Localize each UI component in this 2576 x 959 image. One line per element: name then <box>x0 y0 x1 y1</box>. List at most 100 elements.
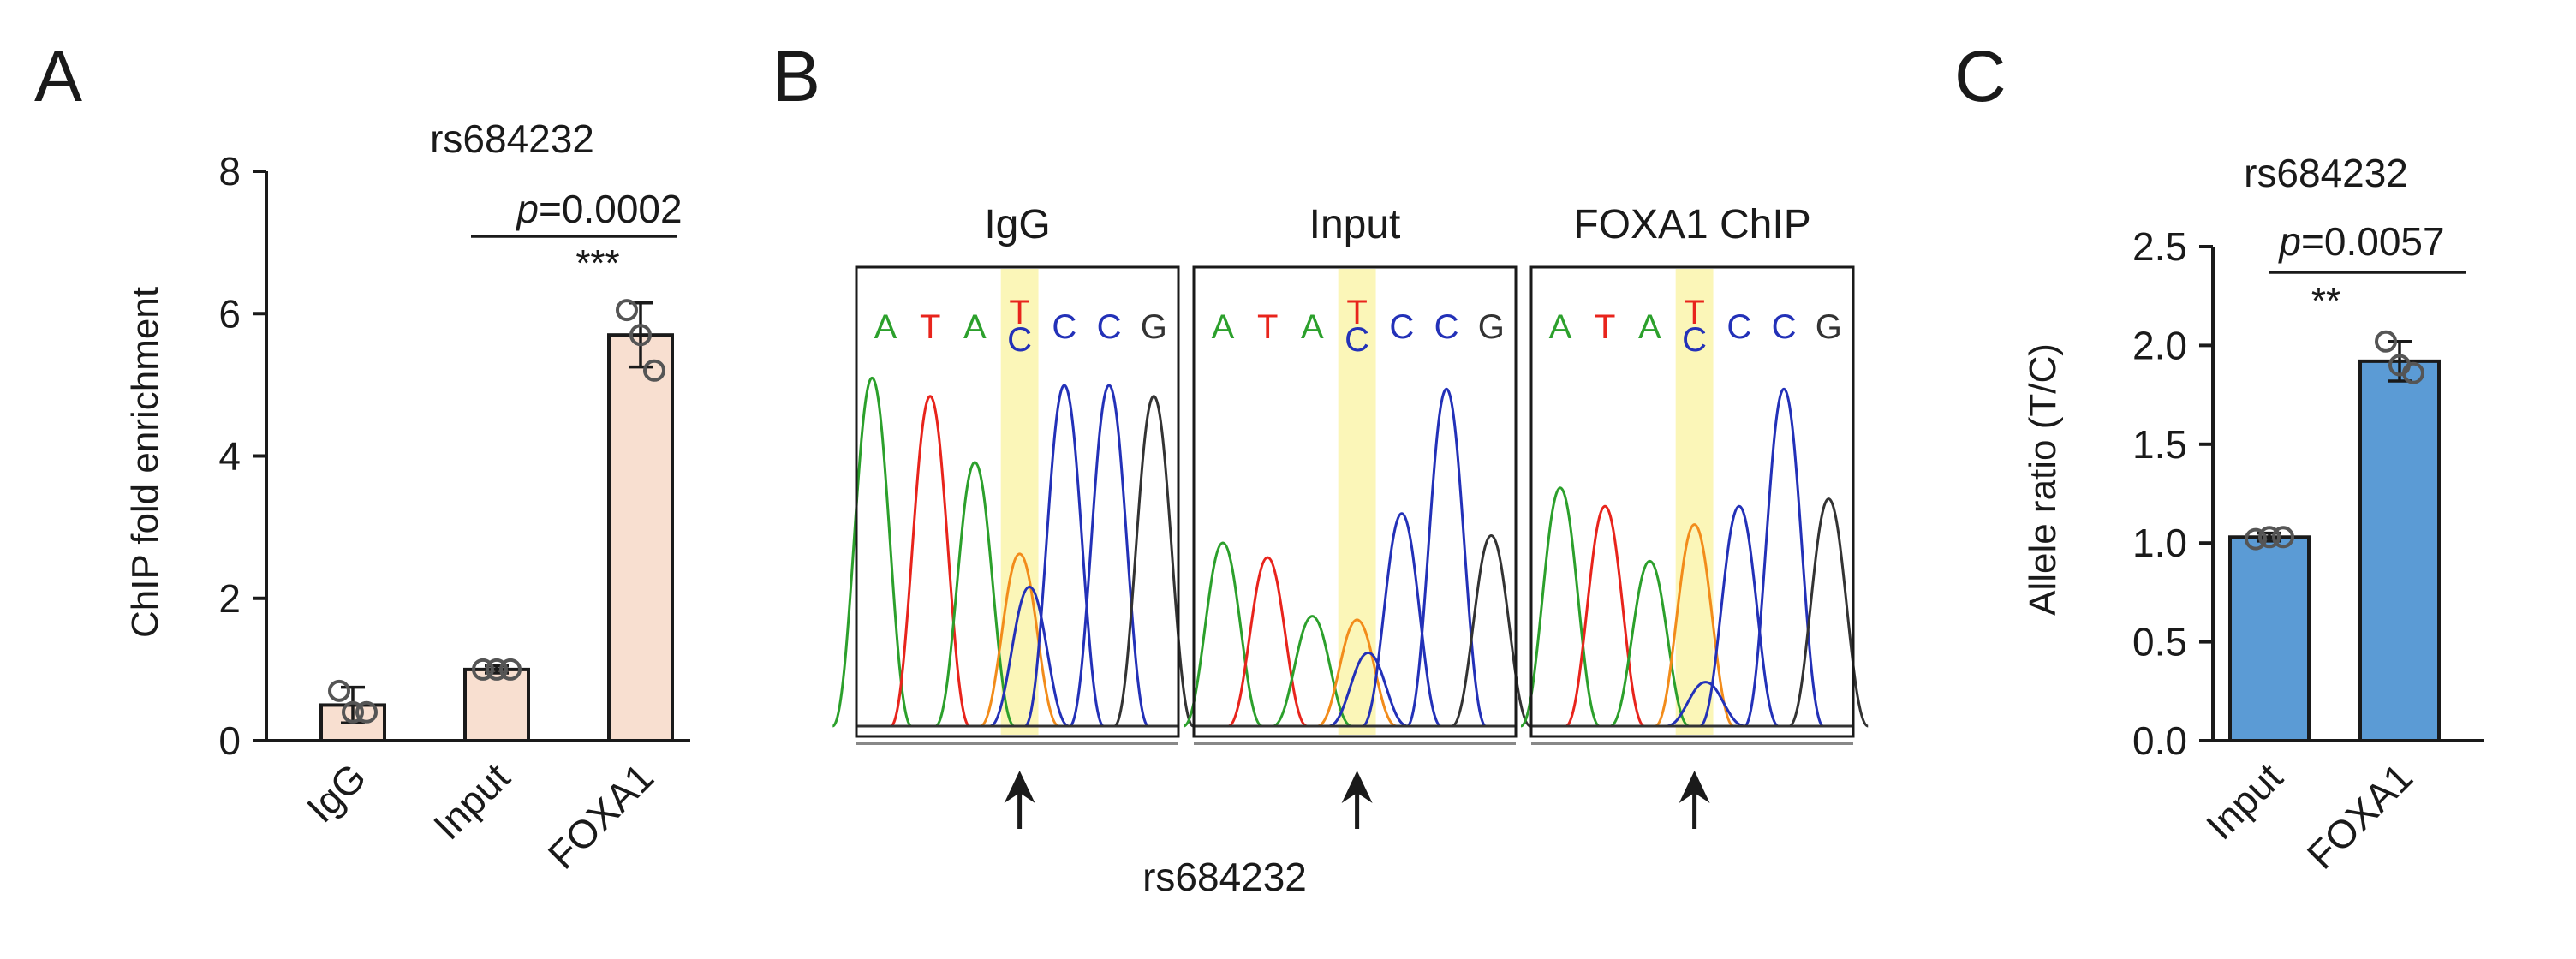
panel-c-p-label: p <box>2277 219 2301 264</box>
a-data-point <box>472 658 494 681</box>
trace-peak-a <box>1609 559 1690 728</box>
base-letter: T <box>1009 294 1029 331</box>
a-y-tick-label: 6 <box>218 291 241 336</box>
base-letter: G <box>1141 308 1167 346</box>
panel-a-stars: *** <box>575 242 619 284</box>
base-letter: T <box>1684 294 1704 331</box>
a-data-point <box>616 299 638 322</box>
base-letter: C <box>1007 321 1032 359</box>
snp-highlight <box>1000 269 1039 735</box>
trace-peak-t <box>1654 523 1735 728</box>
a-data-point <box>486 658 508 681</box>
c-data-point <box>2258 526 2281 549</box>
chromatogram-frame <box>1530 265 1855 738</box>
trace-peak-t <box>1565 504 1645 728</box>
c-y-tick-label: 1.0 <box>2132 521 2187 565</box>
base-letter: A <box>1549 308 1572 346</box>
trace-peak-a <box>1519 486 1601 728</box>
base-letter: C <box>1726 308 1751 346</box>
panel-c-stars: ** <box>2311 280 2340 322</box>
panel-letter-c: C <box>1954 36 2007 116</box>
c-x-label-foxa1: FOXA1 <box>2299 754 2421 877</box>
base-letter: T <box>1346 294 1367 331</box>
snp-highlight <box>1338 269 1376 735</box>
panel-a-title: rs684232 <box>430 116 594 161</box>
a-y-tick-label: 8 <box>218 149 241 194</box>
trace-peak-a <box>933 461 1016 728</box>
a-x-label-igg: IgG <box>298 754 374 831</box>
base-letter: C <box>1052 308 1076 346</box>
trace-peak-t <box>1227 556 1308 728</box>
trace-peak-a <box>1272 615 1352 728</box>
c-data-point <box>2272 526 2294 549</box>
chromatogram-title: Input <box>1309 202 1401 247</box>
trace-peak-c <box>1666 681 1745 728</box>
a-x-label-foxa1: FOXA1 <box>540 754 662 877</box>
trace-peak-g <box>1112 395 1195 728</box>
a-data-point <box>328 679 350 702</box>
snp-highlight <box>1675 269 1714 735</box>
chromatogram-frame <box>1192 265 1518 738</box>
base-letter: C <box>1682 321 1707 359</box>
a-data-point <box>629 324 652 347</box>
a-bar-foxa1 <box>607 333 674 742</box>
c-y-tick-label: 2.0 <box>2132 323 2187 367</box>
trace-peak-c <box>1405 387 1488 728</box>
trace-peak-t <box>979 552 1060 728</box>
base-letter: G <box>1478 308 1505 346</box>
a-bar-input <box>463 667 530 742</box>
panel-c-y-axis-label: Allele ratio (T/C) <box>2022 343 2064 616</box>
c-y-tick-label: 1.5 <box>2132 422 2187 467</box>
panel-c-p-number: =0.0057 <box>2301 219 2445 264</box>
snp-arrow-head <box>1679 771 1710 803</box>
rs684232-label: rs684232 <box>1142 855 1307 899</box>
panel-a-chart: rs684232 ChIP fold enrichment 0 2 4 6 8 p=0.… <box>124 116 690 878</box>
c-x-label-input: Input <box>2197 754 2291 848</box>
trace-peak-c <box>1328 651 1409 728</box>
base-letter: T <box>920 308 940 346</box>
snp-arrow-head <box>1004 771 1035 803</box>
panel-a-p-label: p <box>515 187 539 231</box>
base-letter: G <box>1816 308 1842 346</box>
a-data-point <box>342 700 364 724</box>
a-data-point <box>355 700 378 724</box>
chromatogram-frame <box>855 265 1180 738</box>
trace-peak-t <box>889 395 971 728</box>
base-letter: C <box>1772 308 1797 346</box>
trace-peak-g <box>1451 533 1531 728</box>
trace-peak-c <box>989 585 1070 728</box>
base-letter: C <box>1345 321 1369 359</box>
panel-c-chart: rs684232 Allele ratio (T/C) 0.0 0.5 1.0 1.5… <box>2022 151 2484 878</box>
panel-letter-b: B <box>772 36 820 116</box>
trace-peak-c <box>1699 504 1780 728</box>
panel-a-p-number: =0.0002 <box>539 187 683 231</box>
panel-letter-a: A <box>34 36 82 116</box>
base-letter: C <box>1434 308 1459 346</box>
trace-peak-a <box>1183 541 1263 728</box>
a-y-tick-label: 4 <box>218 434 241 479</box>
trace-peak-a <box>831 376 913 728</box>
c-y-tick-label: 0.5 <box>2132 620 2187 664</box>
c-y-tick-label: 0.0 <box>2132 718 2187 763</box>
snp-arrow-head <box>1341 771 1373 803</box>
panel-c-title: rs684232 <box>2244 151 2408 195</box>
trace-peak-c <box>1362 512 1442 728</box>
base-letter: C <box>1389 308 1414 346</box>
a-y-tick-label: 2 <box>218 576 241 621</box>
base-letter: T <box>1257 308 1278 346</box>
panel-a-p-value: p=0.0002 <box>515 187 682 231</box>
base-letter: A <box>1301 308 1324 346</box>
c-data-point <box>2375 330 2397 353</box>
base-letter: A <box>1638 308 1661 346</box>
c-data-point <box>2245 527 2267 551</box>
c-y-tick-label: 2.5 <box>2132 224 2187 269</box>
trace-peak-c <box>1743 387 1825 728</box>
a-data-point <box>499 658 522 681</box>
chromatogram-title: IgG <box>984 202 1050 247</box>
base-letter: T <box>1595 308 1615 346</box>
base-letter: A <box>1212 308 1235 346</box>
a-y-tick-label: 0 <box>218 718 241 763</box>
